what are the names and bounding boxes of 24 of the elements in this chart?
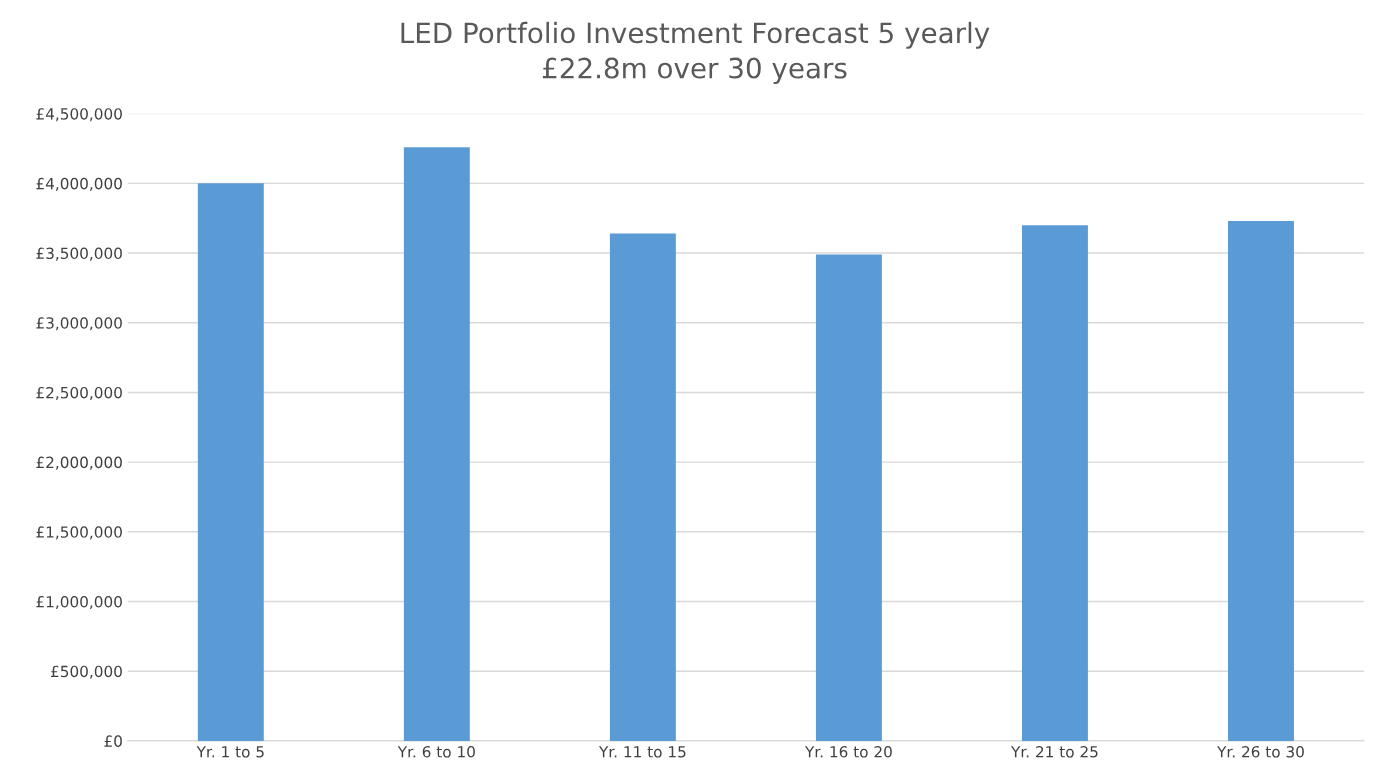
y-tick-label: £3,000,000 (36, 317, 122, 331)
bar (815, 254, 882, 741)
y-tick-label: £0 (104, 735, 122, 747)
y-tick-label: £4,000,000 (36, 177, 122, 191)
x-tick-label: Yr. 26 to 30 (1217, 746, 1304, 758)
y-tick-label: £500,000 (50, 665, 122, 679)
chart-subtitle: £22.8m over 30 years (542, 57, 847, 84)
bar (1021, 225, 1088, 741)
y-tick-label: £1,000,000 (36, 595, 122, 610)
y-tick-label: £3,500,000 (36, 247, 122, 261)
x-tick-label: Yr. 6 to 10 (397, 746, 475, 758)
bar (1228, 221, 1294, 741)
chart-title: LED Portfolio Investment Forecast 5 yearly (401, 21, 990, 49)
x-tick-label: Yr. 1 to 5 (196, 746, 264, 758)
bar (609, 233, 676, 741)
y-tick-label: £2,500,000 (36, 386, 122, 401)
y-tick-label: £2,000,000 (36, 456, 122, 470)
y-tick-label: £4,500,000 (36, 108, 122, 122)
bar (403, 147, 470, 741)
x-tick-label: Yr. 16 to 20 (804, 746, 892, 758)
bar (197, 183, 264, 741)
y-tick-label: £1,500,000 (36, 526, 122, 540)
x-tick-label: Yr. 21 to 25 (1010, 746, 1098, 758)
x-tick-label: Yr. 11 to 15 (598, 746, 686, 758)
